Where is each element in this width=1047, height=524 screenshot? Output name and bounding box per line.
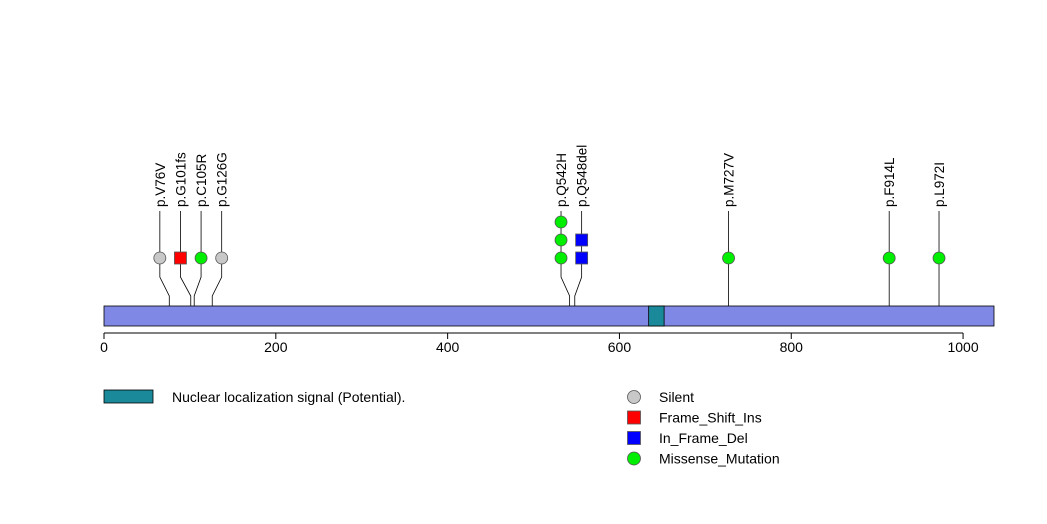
legend-swatch-silent — [627, 390, 641, 404]
legend-label-missense-mutation: Missense_Mutation — [659, 451, 780, 467]
marker-p-g101fs-1 — [174, 251, 187, 265]
label-p-c105r: p.C105R — [194, 153, 209, 207]
legend-swatch-in-frame-del — [627, 431, 641, 445]
x-tick-label-1000: 1000 — [947, 339, 978, 355]
x-tick-label-800: 800 — [780, 339, 804, 355]
marker-p-l972i-1 — [932, 251, 946, 265]
x-axis: 0 200 400 600 800 1000 — [100, 332, 979, 355]
label-p-g101fs: p.G101fs — [173, 152, 188, 207]
marker-p-q548del-2 — [575, 233, 589, 247]
label-p-q548del: p.Q548del — [575, 145, 590, 207]
mutation-type-legend: Silent Frame_Shift_Ins In_Frame_Del Missens… — [627, 389, 780, 467]
domain-legend-swatch-0 — [103, 389, 154, 404]
protein-bar — [103, 305, 995, 327]
domain-legend-label-0: Nuclear localization signal (Potential). — [172, 389, 405, 405]
stem-p-g126g — [211, 211, 223, 306]
label-p-l972i: p.L972I — [932, 162, 947, 207]
mutation-labels: p.V76V p.G101fs p.C105R p.G126G p.Q542H p.Q54… — [153, 145, 947, 207]
label-p-m727v: p.M727V — [722, 153, 737, 207]
x-tick-label-400: 400 — [436, 339, 460, 355]
legend-swatch-missense-mutation — [627, 451, 641, 466]
marker-p-c105r-1 — [194, 251, 208, 265]
marker-p-v76v-1 — [153, 251, 167, 265]
marker-p-q542h-2 — [554, 233, 568, 247]
marker-p-g126g-1 — [215, 251, 229, 265]
label-p-q542h: p.Q542H — [554, 153, 569, 207]
stem-p-g101fs — [180, 211, 192, 306]
label-p-v76v: p.V76V — [153, 163, 168, 207]
legend-label-frame-shift-ins: Frame_Shift_Ins — [659, 410, 762, 426]
legend-label-in-frame-del: In_Frame_Del — [659, 430, 748, 446]
legend-swatch-frame-shift-ins — [627, 410, 641, 425]
stem-p-c105r — [193, 211, 202, 306]
marker-p-m727v-1 — [722, 251, 735, 265]
marker-p-q548del-1 — [575, 251, 589, 265]
protein-track — [103, 305, 995, 327]
label-p-g126g: p.G126G — [215, 152, 230, 207]
x-tick-label-600: 600 — [608, 339, 632, 355]
domain-legend: Nuclear localization signal (Potential). — [103, 389, 405, 405]
stem-p-v76v — [159, 211, 170, 306]
marker-p-f914l-1 — [882, 251, 896, 265]
x-tick-label-200: 200 — [264, 339, 288, 355]
mutation-markers — [153, 215, 946, 265]
x-tick-label-0: 0 — [100, 339, 108, 355]
label-p-f914l: p.F914L — [882, 157, 897, 207]
legend-label-silent: Silent — [659, 389, 694, 405]
marker-p-q542h-1 — [554, 251, 568, 265]
mutation-stems — [159, 211, 940, 306]
marker-p-q542h-3 — [554, 215, 568, 229]
domain-0 — [648, 305, 665, 327]
